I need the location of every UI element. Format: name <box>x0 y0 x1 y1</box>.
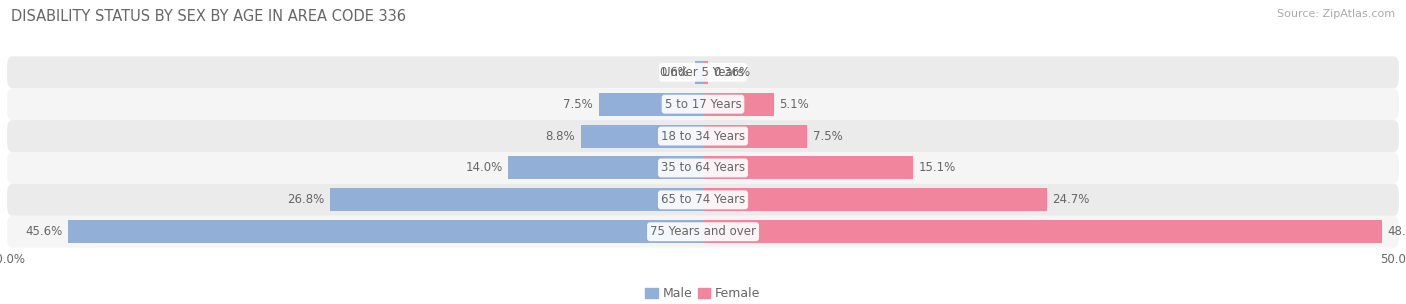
Bar <box>581 125 703 147</box>
Text: 0.36%: 0.36% <box>714 66 751 79</box>
Text: 45.6%: 45.6% <box>25 225 63 238</box>
Text: 7.5%: 7.5% <box>564 98 593 111</box>
Bar <box>508 157 703 179</box>
Text: 5 to 17 Years: 5 to 17 Years <box>665 98 741 111</box>
Bar <box>703 125 807 147</box>
Text: 24.7%: 24.7% <box>1052 193 1090 206</box>
FancyBboxPatch shape <box>7 184 1399 216</box>
Bar <box>703 220 1382 243</box>
Text: DISABILITY STATUS BY SEX BY AGE IN AREA CODE 336: DISABILITY STATUS BY SEX BY AGE IN AREA … <box>11 9 406 24</box>
FancyBboxPatch shape <box>7 56 1399 88</box>
Bar <box>703 61 709 84</box>
Text: 14.0%: 14.0% <box>465 161 502 174</box>
Bar <box>69 220 703 243</box>
Text: 48.8%: 48.8% <box>1388 225 1406 238</box>
FancyBboxPatch shape <box>7 152 1399 184</box>
Text: 15.1%: 15.1% <box>918 161 956 174</box>
Bar <box>703 188 1047 211</box>
Text: 8.8%: 8.8% <box>546 130 575 143</box>
Text: 7.5%: 7.5% <box>813 130 842 143</box>
Legend: Male, Female: Male, Female <box>641 282 765 304</box>
Text: 5.1%: 5.1% <box>779 98 810 111</box>
FancyBboxPatch shape <box>7 120 1399 152</box>
Text: Under 5 Years: Under 5 Years <box>662 66 744 79</box>
Bar <box>703 157 912 179</box>
Text: 75 Years and over: 75 Years and over <box>650 225 756 238</box>
Text: 26.8%: 26.8% <box>287 193 325 206</box>
Text: Source: ZipAtlas.com: Source: ZipAtlas.com <box>1277 9 1395 19</box>
Bar <box>695 61 703 84</box>
Text: 65 to 74 Years: 65 to 74 Years <box>661 193 745 206</box>
FancyBboxPatch shape <box>7 88 1399 120</box>
Bar <box>599 93 703 116</box>
Text: 0.6%: 0.6% <box>659 66 689 79</box>
Bar <box>330 188 703 211</box>
Bar <box>703 93 773 116</box>
Text: 18 to 34 Years: 18 to 34 Years <box>661 130 745 143</box>
Text: 35 to 64 Years: 35 to 64 Years <box>661 161 745 174</box>
FancyBboxPatch shape <box>7 216 1399 248</box>
